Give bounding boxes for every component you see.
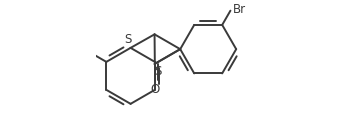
Text: O: O <box>150 83 159 96</box>
Text: Br: Br <box>233 3 246 15</box>
Text: S: S <box>154 65 161 78</box>
Text: S: S <box>124 33 132 46</box>
